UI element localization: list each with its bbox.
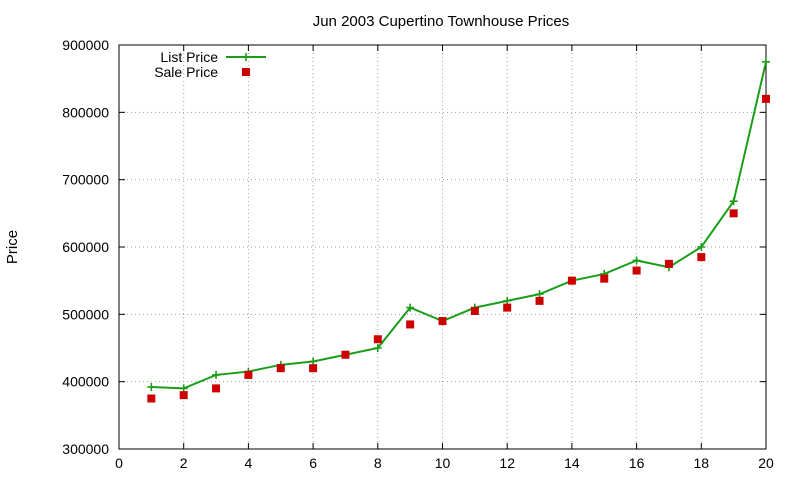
list-price-point (179, 384, 188, 393)
sale-price-point (212, 384, 221, 393)
x-tick-label: 10 (435, 455, 451, 471)
sale-price-point (276, 364, 285, 373)
sale-price-point (664, 259, 673, 268)
series-list-price (147, 57, 770, 393)
legend-marker (242, 53, 250, 61)
sale-price-point (341, 350, 350, 359)
sale-price-point (600, 274, 609, 283)
series-sale-price (147, 94, 770, 403)
sale-price-point (244, 370, 253, 379)
y-tick-label: 900000 (62, 37, 109, 53)
x-tick-label: 12 (499, 455, 515, 471)
legend-label: Sale Price (154, 64, 218, 80)
list-price-point (212, 370, 221, 379)
grid (119, 45, 766, 449)
x-tick-label: 20 (758, 455, 774, 471)
series-layer (147, 57, 770, 403)
y-tick-label: 500000 (62, 306, 109, 322)
list-price-point (309, 357, 318, 366)
list-price-point (373, 344, 382, 352)
sale-price-point (729, 209, 738, 218)
sale-price-point (503, 303, 512, 312)
x-tick-label: 18 (694, 455, 710, 471)
y-tick-label: 300000 (62, 441, 109, 457)
sale-price-point (309, 364, 318, 373)
sale-price-point (406, 320, 415, 329)
y-tick-label: 600000 (62, 239, 109, 255)
list-price-point (632, 256, 641, 265)
sale-price-point (535, 296, 544, 305)
sale-price-point (470, 306, 479, 315)
list-price-point (535, 290, 544, 299)
legend-label: List Price (160, 49, 218, 65)
sale-price-point (179, 391, 188, 400)
list-price-point (406, 303, 415, 312)
y-tick-label: 400000 (62, 374, 109, 390)
x-tick-label: 16 (629, 455, 645, 471)
x-tick-label: 2 (180, 455, 188, 471)
legend-marker (242, 68, 250, 76)
list-price-point (147, 383, 156, 392)
list-price-point (503, 296, 512, 305)
sale-price-point (147, 394, 156, 403)
axis-ticks: 0 2 4 6 8 10 12 14 16 18 20 300000 400000 500000 60000… (62, 37, 774, 471)
sale-price-point (697, 253, 706, 262)
y-tick-label: 800000 (62, 104, 109, 120)
list-price-point (697, 243, 706, 251)
x-tick-label: 0 (115, 455, 123, 471)
sale-price-point (373, 335, 382, 344)
sale-price-point (438, 317, 447, 326)
sale-price-point (567, 276, 576, 285)
sale-price-point (762, 94, 770, 103)
list-price-point (729, 197, 738, 206)
list-price-line (151, 61, 767, 390)
y-axis-label: Price (4, 230, 21, 264)
chart-title: Jun 2003 Cupertino Townhouse Prices (313, 13, 570, 30)
sale-price-point (632, 266, 641, 275)
x-tick-label: 4 (245, 455, 253, 471)
x-tick-label: 8 (374, 455, 382, 471)
x-tick-label: 6 (309, 455, 317, 471)
list-price-point (762, 57, 770, 66)
x-tick-label: 14 (564, 455, 580, 471)
y-tick-label: 700000 (62, 172, 109, 188)
